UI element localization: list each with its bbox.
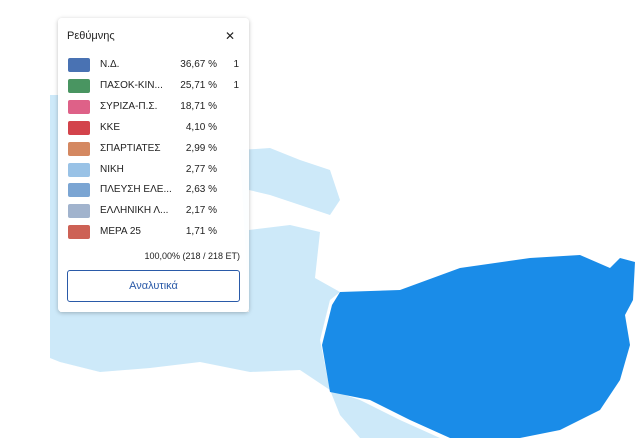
result-row: ΠΑΣΟΚ-ΚΙΝ... 25,71 % 1 xyxy=(58,78,249,96)
party-logo xyxy=(68,120,90,135)
party-name: Ν.Δ. xyxy=(100,59,120,70)
party-seats: 1 xyxy=(233,79,239,91)
party-percent: 2,99 % xyxy=(185,142,217,154)
land-light xyxy=(50,148,340,390)
result-row: ΕΛΛΗΝΙΚΗ Λ... 2,17 % xyxy=(58,203,249,221)
popup-title: Ρεθύμνης xyxy=(67,30,115,42)
results-popup: Ρεθύμνης ✕ Ν.Δ. 36,67 % 1 ΠΑΣΟΚ-ΚΙΝ... 25,71… xyxy=(58,18,249,312)
party-percent: 2,77 % xyxy=(185,163,217,175)
party-percent: 18,71 % xyxy=(180,100,217,112)
party-percent: 4,10 % xyxy=(185,121,217,133)
rethymno[interactable] xyxy=(322,255,635,438)
result-row: ΣΥΡΙΖΑ-Π.Σ. 18,71 % xyxy=(58,99,249,117)
close-button[interactable]: ✕ xyxy=(225,29,236,43)
party-name: ΕΛΛΗΝΙΚΗ Λ... xyxy=(100,205,169,217)
party-name: ΝΙΚΗ xyxy=(100,163,124,175)
details-button[interactable]: Αναλυτικά xyxy=(67,270,240,302)
result-row: ΜΕΡΑ 25 1,71 % xyxy=(58,224,249,242)
land-light xyxy=(330,390,440,438)
result-row: ΠΛΕΥΣΗ ΕΛΕ... 2,63 % xyxy=(58,182,249,200)
party-name: ΠΛΕΥΣΗ ΕΛΕ... xyxy=(100,184,172,196)
party-logo xyxy=(68,183,90,198)
party-percent: 2,17 % xyxy=(185,205,217,217)
party-logo xyxy=(68,78,90,93)
party-percent: 2,63 % xyxy=(185,184,217,196)
party-logo xyxy=(68,225,90,240)
result-row: Ν.Δ. 36,67 % 1 xyxy=(58,57,249,75)
party-name: ΠΑΣΟΚ-ΚΙΝ... xyxy=(100,79,163,91)
party-logo xyxy=(68,162,90,177)
party-logo xyxy=(68,204,90,219)
party-seats: 1 xyxy=(233,59,239,70)
result-row: ΣΠΑΡΤΙΑΤΕΣ 2,99 % xyxy=(58,141,249,159)
party-percent: 1,71 % xyxy=(185,226,217,238)
party-logo xyxy=(68,58,90,72)
land-light xyxy=(50,95,60,358)
party-logo xyxy=(68,141,90,156)
result-row: ΚΚΕ 4,10 % xyxy=(58,120,249,138)
party-name: ΣΠΑΡΤΙΑΤΕΣ xyxy=(100,142,161,154)
party-logo xyxy=(68,99,90,114)
result-row: ΝΙΚΗ 2,77 % xyxy=(58,162,249,180)
party-name: ΣΥΡΙΖΑ-Π.Σ. xyxy=(100,100,158,112)
party-name: ΚΚΕ xyxy=(100,121,121,133)
party-name: ΜΕΡΑ 25 xyxy=(100,226,141,238)
party-percent: 36,67 % xyxy=(180,59,217,70)
party-percent: 25,71 % xyxy=(180,79,217,91)
footer: 100,00% (218 / 218 ΕΤ) xyxy=(144,251,240,261)
